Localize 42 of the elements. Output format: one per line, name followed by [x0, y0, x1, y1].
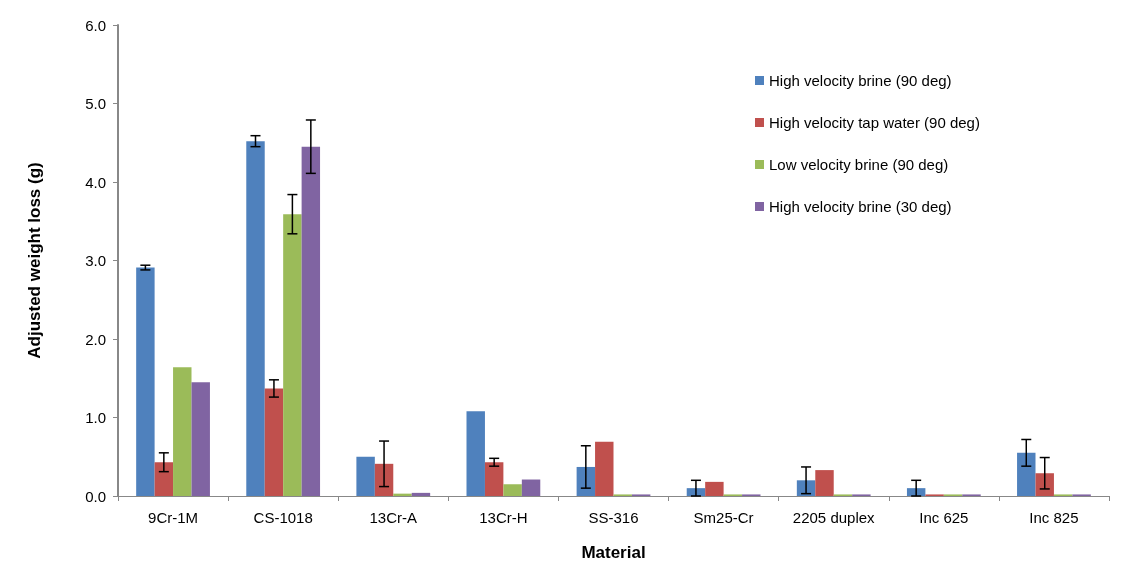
- x-tick-label: 2205 duplex: [792, 509, 876, 526]
- bar: [264, 388, 284, 496]
- legend-label: High velocity tap water (90 deg): [769, 114, 980, 131]
- x-tick-label: 13Cr-A: [369, 509, 418, 526]
- legend-label: Low velocity brine (90 deg): [769, 156, 949, 173]
- x-tick-label: Inc 825: [1029, 509, 1079, 526]
- x-tick-label: Sm25-Cr: [693, 509, 754, 526]
- bar: [484, 462, 504, 496]
- bar: [466, 411, 485, 496]
- bar: [246, 141, 265, 496]
- bar: [521, 479, 541, 496]
- y-axis-title: Adjusted weight loss (g): [25, 162, 44, 359]
- x-axis-title: Material: [581, 543, 646, 562]
- x-tick-label: 9Cr-1M: [148, 509, 199, 526]
- y-tick-label: 6.0: [85, 16, 106, 34]
- y-tick-label: 3.0: [85, 252, 106, 269]
- legend-label: High velocity brine (90 deg): [769, 72, 952, 89]
- bar: [411, 492, 431, 496]
- y-tick-label: 0.0: [85, 487, 106, 505]
- y-tick-label: 1.0: [85, 409, 106, 426]
- bar: [595, 441, 614, 496]
- bar: [503, 484, 522, 496]
- x-tick-label: 13Cr-H: [479, 509, 528, 526]
- y-tick-label: 4.0: [85, 173, 106, 191]
- bar: [283, 214, 302, 496]
- x-tick-label: SS-316: [588, 509, 639, 526]
- bar: [301, 146, 321, 496]
- bar: [1035, 473, 1054, 496]
- y-tick-label: 5.0: [85, 95, 106, 112]
- x-tick-label: Inc 625: [919, 509, 969, 526]
- bar: [374, 463, 394, 496]
- bar: [173, 367, 192, 496]
- y-tick-label: 2.0: [85, 330, 106, 348]
- legend-label: High velocity brine (30 deg): [769, 198, 952, 215]
- bar: [136, 267, 155, 496]
- bar: [815, 470, 834, 496]
- bar: [191, 382, 210, 496]
- bar: [705, 481, 724, 496]
- bar: [356, 456, 375, 496]
- bar: [1017, 452, 1036, 496]
- x-tick-label: CS-1018: [253, 509, 313, 526]
- bar: [154, 462, 174, 496]
